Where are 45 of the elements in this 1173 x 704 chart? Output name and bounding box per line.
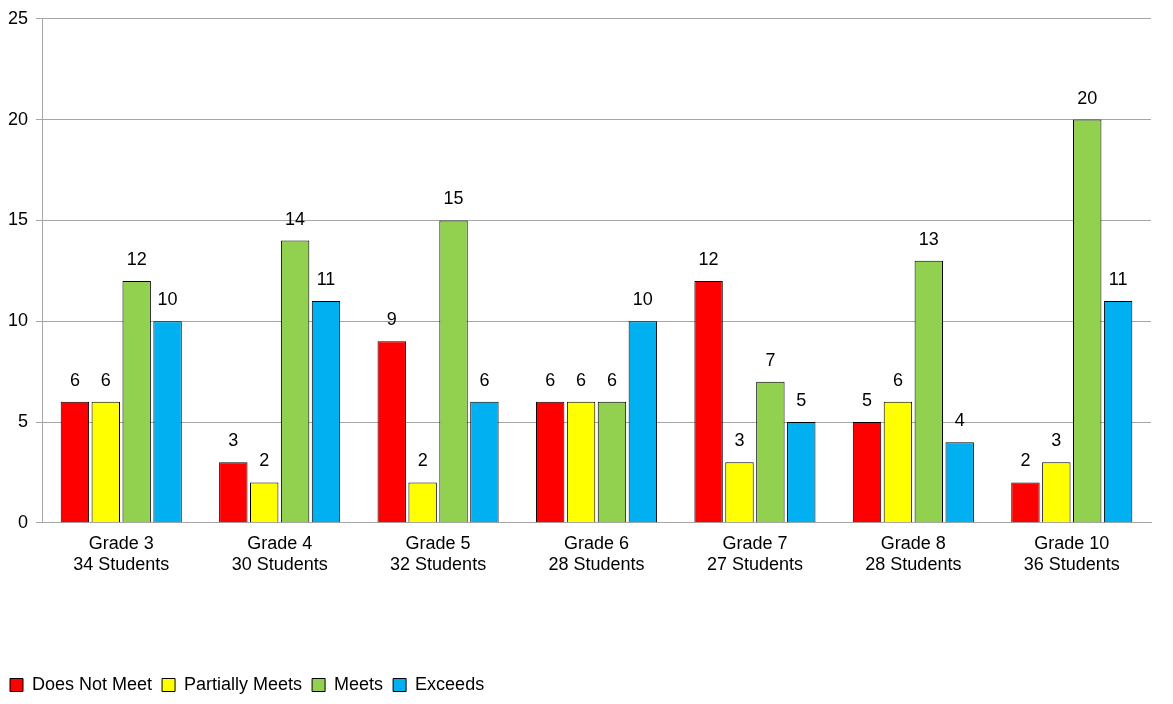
data-label: 3 bbox=[1051, 430, 1062, 451]
legend-label: Partially Meets bbox=[184, 673, 303, 694]
data-label: 5 bbox=[796, 389, 807, 410]
data-label: 10 bbox=[157, 289, 178, 310]
data-label: 4 bbox=[954, 410, 965, 431]
data-label: 6 bbox=[892, 369, 903, 390]
data-label: 6 bbox=[479, 369, 490, 390]
x-tick-label: Grade 5 32 Students bbox=[390, 532, 487, 575]
data-label: 2 bbox=[417, 450, 428, 471]
x-tick-label: Grade 7 27 Students bbox=[706, 532, 803, 575]
x-tick-label: Grade 3 34 Students bbox=[73, 532, 170, 575]
data-label: 2 bbox=[259, 450, 270, 471]
data-label: 5 bbox=[862, 389, 873, 410]
data-label: 11 bbox=[316, 269, 336, 290]
y-tick-label: 15 bbox=[7, 209, 29, 230]
y-tick-label: 25 bbox=[7, 7, 29, 28]
data-label: 10 bbox=[632, 289, 653, 310]
data-label: 9 bbox=[386, 309, 397, 330]
data-label: 2 bbox=[1020, 450, 1031, 471]
x-tick-label: Grade 4 30 Students bbox=[231, 532, 328, 575]
data-label: 3 bbox=[228, 430, 239, 451]
legend-label: Meets bbox=[334, 673, 384, 694]
data-label: 20 bbox=[1077, 87, 1098, 108]
x-tick-label: Grade 8 28 Students bbox=[865, 532, 962, 575]
data-label: 6 bbox=[100, 369, 111, 390]
data-label: 6 bbox=[576, 369, 587, 390]
data-label: 15 bbox=[443, 188, 464, 209]
data-label: 6 bbox=[545, 369, 556, 390]
data-label: 11 bbox=[1108, 269, 1128, 290]
y-tick-label: 5 bbox=[18, 410, 29, 431]
x-tick-label: Grade 10 36 Students bbox=[1023, 532, 1120, 575]
y-tick-label: 0 bbox=[18, 511, 29, 532]
x-tick-label: Grade 6 28 Students bbox=[548, 532, 645, 575]
data-label: 6 bbox=[606, 369, 617, 390]
data-label: 6 bbox=[69, 369, 80, 390]
data-label: 12 bbox=[126, 248, 147, 269]
y-tick-label: 20 bbox=[7, 108, 29, 129]
legend-label: Exceeds bbox=[415, 673, 485, 694]
data-label: 7 bbox=[765, 349, 776, 370]
legend-label: Does Not Meet bbox=[32, 673, 153, 694]
data-label: 12 bbox=[698, 248, 719, 269]
y-tick-label: 10 bbox=[7, 310, 29, 331]
data-label: 3 bbox=[734, 430, 745, 451]
data-label: 14 bbox=[285, 208, 306, 229]
data-label: 13 bbox=[918, 228, 939, 249]
